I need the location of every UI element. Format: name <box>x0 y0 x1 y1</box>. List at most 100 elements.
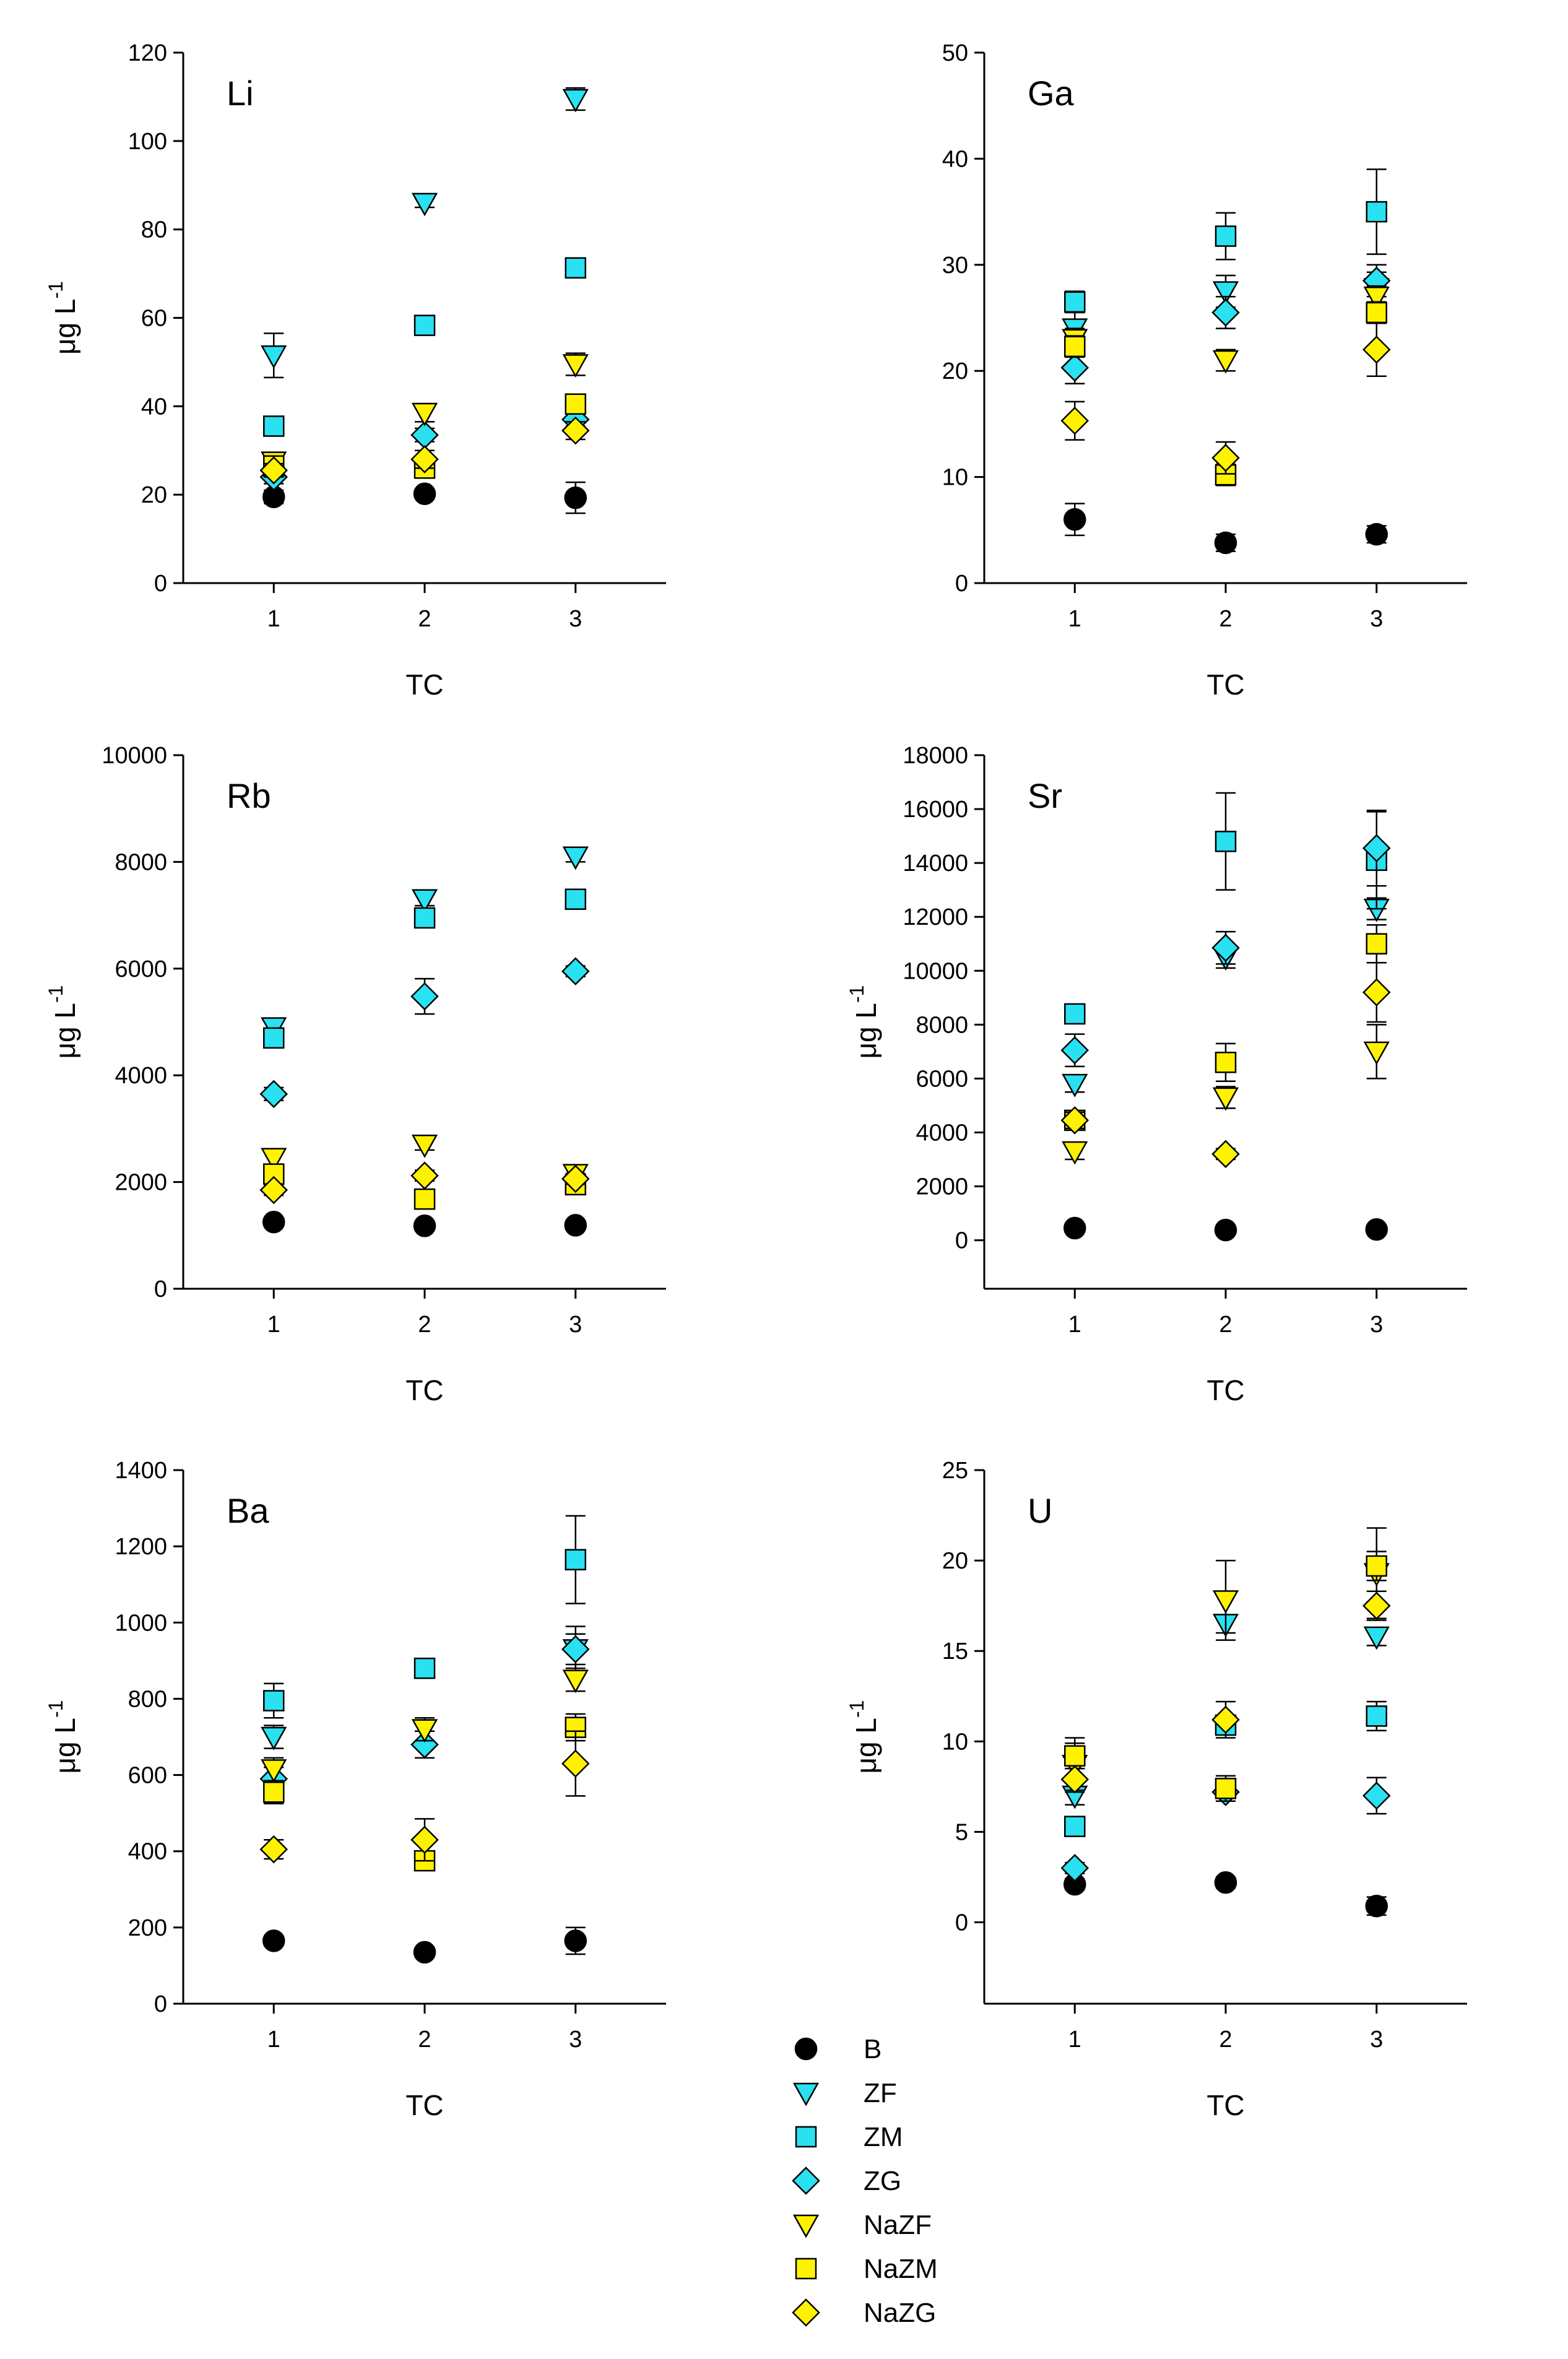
data-point-nazm <box>263 1163 285 1185</box>
series-b <box>262 1211 587 1237</box>
y-tick-label: 5 <box>955 1819 968 1845</box>
data-point-zm <box>565 257 586 279</box>
data-point-nazm <box>1064 335 1086 358</box>
data-point-b <box>413 1941 436 1964</box>
x-tick-label: 3 <box>569 606 582 632</box>
data-point-nazg <box>410 1161 439 1190</box>
data-point-b <box>1063 508 1086 531</box>
data-point-zf <box>261 1726 287 1751</box>
data-point-nazg <box>1362 335 1391 364</box>
y-axis-title: μg L-1 <box>846 985 882 1059</box>
data-point-nazm <box>1064 1745 1086 1767</box>
panel-u: 0 5 10 15 20 25 1 2 3 TC μg L-1 U <box>846 1458 1467 2121</box>
y-axis-title-unit: μg L <box>49 299 81 355</box>
data-point-nazm <box>1366 1555 1387 1577</box>
series-zg <box>259 957 590 1109</box>
series-nazf <box>261 1667 589 1783</box>
y-axis-title-unit: μg L <box>850 1003 882 1058</box>
x-tick-label: 3 <box>1370 1312 1383 1338</box>
y-tick-label: 20 <box>141 482 167 508</box>
data-point-zm <box>1064 1003 1086 1025</box>
x-tick-label: 1 <box>1068 606 1081 632</box>
y-axis-title-superscript: -1 <box>45 985 67 1003</box>
series-zf <box>261 87 589 379</box>
y-axis-title-unit: μg L <box>49 1003 81 1058</box>
data-point-nazf <box>1212 350 1239 374</box>
y-tick-label: 1400 <box>115 1458 167 1484</box>
data-point-zg <box>561 957 590 985</box>
x-tick-label: 2 <box>418 1312 431 1338</box>
data-point-nazf <box>562 1669 589 1694</box>
y-axis-title-superscript: -1 <box>45 281 67 298</box>
series-nazf <box>1062 1024 1390 1165</box>
series-nazg <box>259 416 590 485</box>
data-point-zm <box>263 415 285 437</box>
series-zm <box>263 1515 586 1719</box>
data-point-zg <box>561 1635 590 1664</box>
legend-marker-zm <box>795 2126 817 2148</box>
data-point-zf <box>411 193 438 217</box>
y-tick-label: 50 <box>942 40 968 66</box>
series-zg <box>259 1625 590 1793</box>
data-point-zm <box>1064 291 1086 313</box>
data-point-nazm <box>1215 1052 1237 1073</box>
series-zm <box>263 257 586 437</box>
series-b <box>1063 503 1388 555</box>
panel-li: 0 20 40 60 80 100 120 1 2 3 TC μg L-1 Li <box>45 40 666 701</box>
series-nazm <box>1064 1551 1387 1802</box>
y-tick-label: 2000 <box>916 1174 968 1200</box>
y-axis-title-unit: μg L <box>49 1718 81 1773</box>
series-nazg <box>1060 322 1391 475</box>
series-nazf <box>1062 1527 1390 1793</box>
series-zm <box>263 888 586 1049</box>
x-tick-label: 3 <box>569 1312 582 1338</box>
data-point-nazf <box>261 1148 287 1172</box>
y-axis-title-superscript: -1 <box>846 1700 868 1718</box>
y-tick-label: 18000 <box>903 743 968 769</box>
x-tick-label: 2 <box>1219 2027 1232 2053</box>
y-tick-label: 80 <box>141 217 167 243</box>
x-tick-label: 1 <box>267 606 280 632</box>
data-point-zm <box>565 1549 586 1570</box>
legend-entry-nazg: NaZG <box>792 2298 936 2328</box>
legend-entry-nazm: NaZM <box>795 2254 938 2284</box>
y-tick-label: 120 <box>128 40 167 66</box>
y-tick-label: 4000 <box>115 1063 167 1089</box>
data-point-nazg <box>1211 443 1240 472</box>
data-point-b <box>564 486 587 509</box>
y-tick-label: 12000 <box>903 904 968 930</box>
series-nazg <box>259 1161 590 1205</box>
legend-label: B <box>864 2034 881 2064</box>
data-point-nazg <box>1060 1765 1089 1794</box>
series-zm <box>1064 792 1387 1025</box>
data-point-b <box>1214 1871 1237 1894</box>
y-tick-label: 40 <box>141 394 167 420</box>
legend-label: NaZM <box>864 2254 938 2284</box>
data-point-zg <box>1060 353 1089 382</box>
data-point-zg <box>1060 1854 1089 1882</box>
y-tick-label: 6000 <box>115 956 167 982</box>
data-point-nazg <box>561 1164 590 1193</box>
y-axis-title: μg L-1 <box>45 281 81 355</box>
y-tick-label: 25 <box>942 1458 968 1484</box>
data-point-zm <box>414 314 436 336</box>
legend-label: NaZG <box>864 2298 936 2328</box>
y-tick-label: 0 <box>154 1276 167 1302</box>
data-point-nazg <box>561 416 590 445</box>
series-zg <box>1060 809 1391 1068</box>
data-point-zm <box>565 888 586 910</box>
series-b <box>1063 1216 1388 1242</box>
data-point-nazm <box>263 1781 285 1803</box>
y-tick-label: 20 <box>942 358 968 384</box>
panel-rb: 0 2000 4000 6000 8000 10000 1 2 3 TC μg L-1 Rb <box>45 743 666 1406</box>
panel-title: U <box>1028 1491 1052 1530</box>
x-axis-title: TC <box>1206 1374 1244 1406</box>
x-tick-label: 2 <box>418 606 431 632</box>
data-point-b <box>1214 531 1237 555</box>
legend-marker-nazf <box>792 2214 820 2238</box>
legend-entry-nazf: NaZF <box>792 2210 932 2240</box>
legend-label: ZF <box>864 2078 897 2108</box>
data-point-nazg <box>259 1835 288 1864</box>
data-point-nazm <box>1366 301 1387 324</box>
data-point-nazg <box>259 456 288 485</box>
